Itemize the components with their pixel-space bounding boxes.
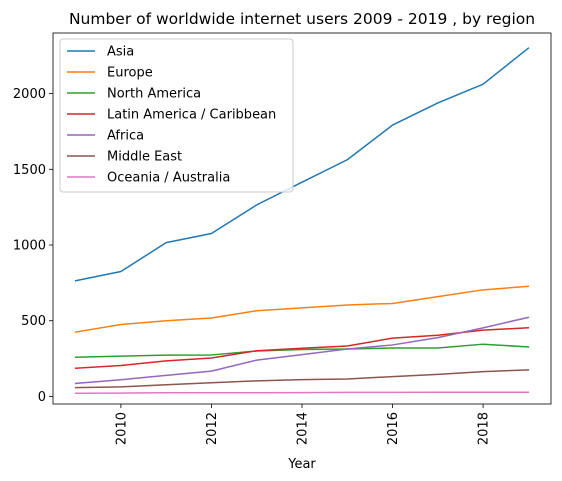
series-line-1 — [74, 285, 530, 333]
x-tick-label: 2018 — [477, 412, 492, 445]
legend-label: Oceania / Australia — [107, 171, 230, 186]
chart-title: Number of worldwide internet users 2009 … — [69, 10, 535, 28]
series-line-4 — [74, 316, 530, 385]
legend: Asia Europe North America Latin America / C… — [59, 38, 294, 193]
x-tick-label: 2016 — [386, 412, 401, 445]
legend-label: Africa — [107, 129, 144, 144]
y-tick-label: 1000 — [13, 239, 46, 254]
series-line-0 — [74, 47, 530, 282]
series-line-5 — [74, 369, 530, 389]
y-axis-ticks: 0 500 1000 1500 2000 — [13, 87, 53, 405]
y-tick-label: 2000 — [13, 87, 46, 102]
legend-label: Latin America / Caribbean — [107, 108, 276, 123]
x-axis-label: Year — [287, 457, 316, 472]
series-line-2 — [74, 343, 530, 358]
series-line-3 — [74, 327, 530, 370]
series-layer — [74, 47, 530, 395]
x-tick-label: 2012 — [205, 412, 220, 445]
x-tick-label: 2014 — [296, 412, 311, 445]
legend-box — [59, 38, 294, 193]
y-tick-label: 500 — [21, 314, 46, 329]
plot-area: 2010 2012 2014 2016 2018 0 500 1000 1500 2000 — [13, 32, 552, 445]
legend-label: Middle East — [107, 150, 182, 165]
y-tick-label: 1500 — [13, 163, 46, 178]
legend-label: Asia — [107, 45, 134, 60]
axes-frame — [52, 32, 552, 405]
y-tick-label: 0 — [38, 390, 46, 405]
legend-label: North America — [107, 87, 201, 102]
x-axis-ticks: 2010 2012 2014 2016 2018 — [114, 404, 492, 445]
x-tick-label: 2010 — [114, 412, 129, 445]
series-line-6 — [74, 391, 530, 395]
legend-label: Europe — [107, 66, 153, 81]
